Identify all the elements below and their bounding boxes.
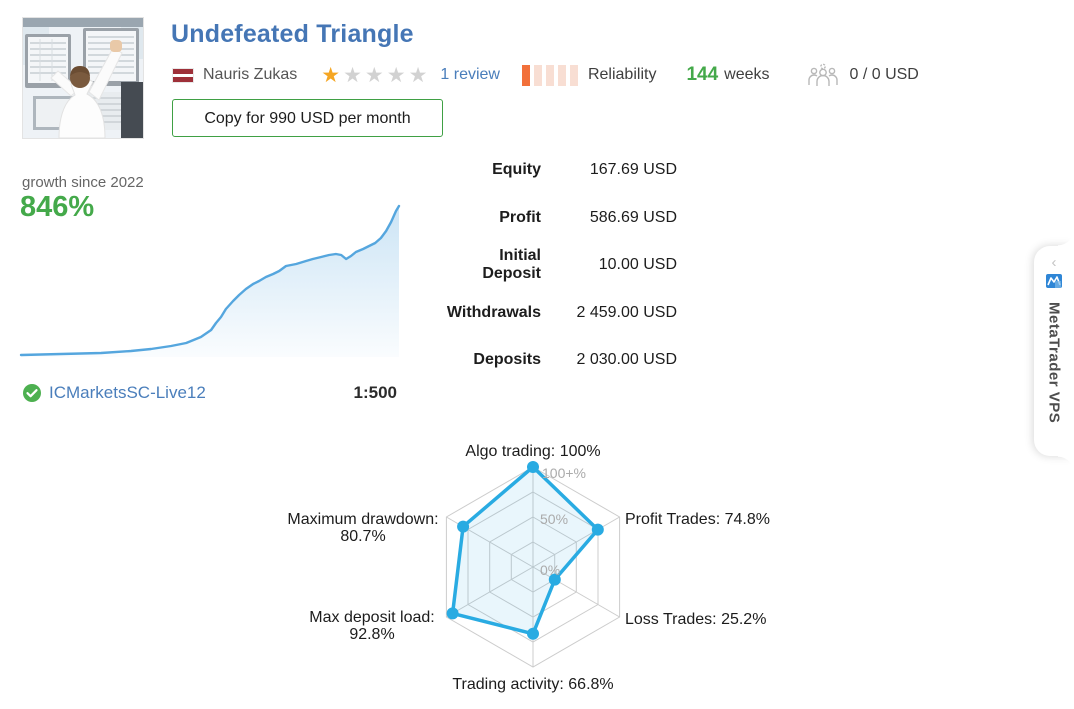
stat-value: 167.69 USD [589, 161, 677, 178]
radar-ring-label-0: 0% [540, 562, 561, 578]
star-icon: ★ [364, 63, 387, 87]
broker-server-link[interactable]: ICMarketsSC-Live12 [49, 383, 206, 402]
trader-photo-illustration [23, 18, 143, 138]
performance-radar-chart [445, 461, 621, 668]
stat-label: Withdrawals [446, 303, 541, 321]
reviews-link[interactable]: 1 review [440, 66, 500, 83]
metatrader-logo-icon [1045, 272, 1063, 295]
stat-row: Equity 167.69 USD [440, 152, 1029, 188]
stat-value: 2 030.00 USD [576, 351, 677, 368]
reliability-segment [557, 64, 566, 86]
radar-label-loss-trades: Loss Trades: 25.2% [625, 611, 767, 628]
radar-label-profit-trades: Profit Trades: 74.8% [625, 511, 770, 528]
star-icon: ★ [321, 63, 344, 87]
stat-value: 2 459.00 USD [576, 303, 677, 321]
stat-bar-track [711, 200, 1029, 236]
stat-row: Profit 586.69 USD [440, 200, 1029, 236]
vps-tab-label: MetaTrader VPS [1045, 302, 1063, 424]
stat-label: Deposits [473, 351, 541, 368]
reliability-segment [521, 64, 530, 86]
latvia-flag-icon [172, 67, 194, 83]
leverage-value: 1:500 [353, 383, 397, 402]
broker-row: ICMarketsSC-Live12 1:500 [22, 383, 397, 403]
stat-bar-track [711, 295, 1029, 331]
radar-ring-label-100: 100+% [542, 465, 586, 481]
star-icon: ★ [408, 63, 431, 87]
verified-shield-icon [23, 384, 41, 402]
author-row: Nauris Zukas ★★★★★ 1 review Reliability … [172, 60, 919, 90]
radar-ring-label-50: 50% [540, 511, 569, 527]
radar-label-max-deposit-load: Max deposit load: 92.8% [309, 609, 435, 643]
weeks-label: weeks [724, 66, 770, 83]
stat-label: Initial Deposit [482, 247, 541, 282]
subscribers-icon [806, 63, 840, 87]
reliability-segment [533, 64, 542, 86]
account-stats: Equity 167.69 USD Profit 586.69 USD Init… [440, 152, 1029, 390]
stat-bar-track [711, 247, 1029, 283]
reliability-segment [545, 64, 554, 86]
growth-caption: growth since 2022 [22, 174, 144, 191]
stat-value: 586.69 USD [589, 208, 677, 226]
reliability-segment [569, 64, 578, 86]
stat-bar-track [711, 342, 1029, 378]
rating-stars: ★★★★★ [321, 65, 430, 86]
radar-label-trading-activity: Trading activity: 66.8% [452, 676, 614, 693]
copy-signal-button[interactable]: Copy for 990 USD per month [172, 99, 443, 137]
stat-row: Deposits 2 030.00 USD [440, 342, 1029, 378]
page-title: Undefeated Triangle [171, 20, 414, 48]
subscribers-count: 0 / 0 USD [849, 66, 919, 83]
stat-bar-track [711, 152, 1029, 188]
reliability-label: Reliability [587, 66, 657, 83]
weeks-value: 144 [686, 64, 719, 85]
growth-percent: 846% [20, 191, 95, 223]
stat-label: Equity [492, 161, 541, 178]
author-link[interactable]: Nauris Zukas [203, 66, 298, 83]
collapse-chevron-icon: ‹ [1051, 254, 1057, 271]
star-icon: ★ [386, 63, 409, 87]
radar-label-algo-trading: Algo trading: 100% [465, 443, 601, 460]
stat-label: Profit [499, 208, 541, 226]
radar-section: Algo trading: 100% Profit Trades: 74.8% … [0, 440, 1074, 709]
stat-value: 10.00 USD [598, 256, 677, 273]
radar-label-maximum-drawdown: Maximum drawdown: 80.7% [287, 511, 439, 545]
growth-line-chart [19, 204, 401, 357]
star-icon: ★ [343, 63, 365, 87]
signal-avatar-image [22, 17, 144, 139]
metatrader-vps-tab[interactable]: ‹ MetaTrader VPS [1034, 230, 1074, 472]
stat-row: Withdrawals 2 459.00 USD [440, 295, 1029, 331]
reliability-meter [521, 64, 578, 86]
stat-row: Initial Deposit 10.00 USD [440, 247, 1029, 283]
